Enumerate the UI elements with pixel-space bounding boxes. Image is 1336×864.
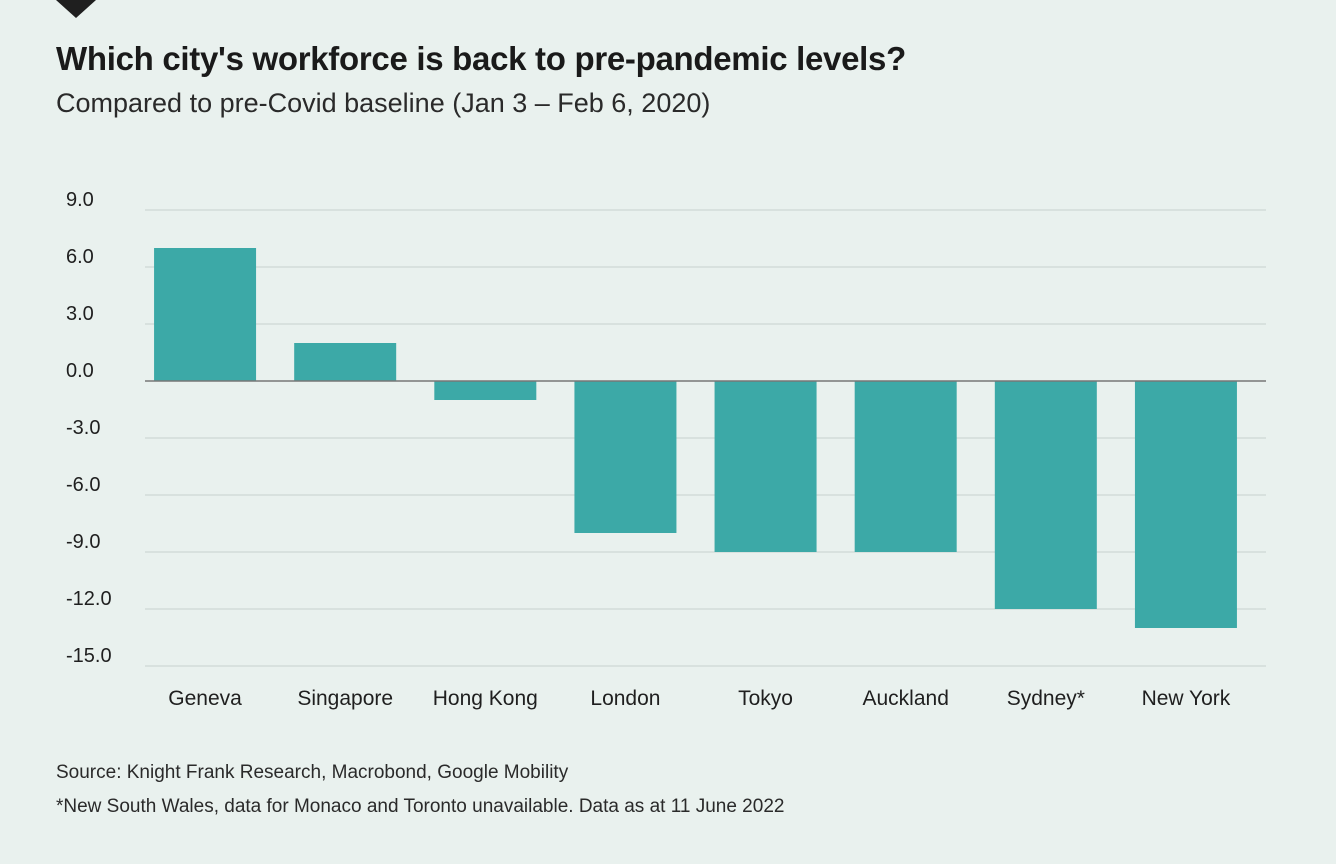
bar-tokyo bbox=[714, 381, 817, 552]
y-tick-label: -15.0 bbox=[66, 645, 112, 667]
bar-sydney bbox=[994, 381, 1097, 609]
bar-hong-kong bbox=[434, 381, 537, 400]
bar-geneva bbox=[154, 248, 257, 381]
y-tick-label: 0.0 bbox=[66, 360, 94, 382]
bar-london bbox=[574, 381, 677, 533]
bar-singapore bbox=[294, 343, 397, 381]
chart-title: Which city's workforce is back to pre-pa… bbox=[56, 40, 906, 77]
x-category-label: Hong Kong bbox=[433, 687, 538, 710]
y-tick-label: -9.0 bbox=[66, 531, 100, 553]
y-tick-label: 3.0 bbox=[66, 303, 94, 325]
x-category-label: Tokyo bbox=[738, 687, 793, 710]
x-category-label: Sydney* bbox=[1007, 687, 1085, 710]
y-tick-label: -3.0 bbox=[66, 417, 100, 439]
y-tick-label: 6.0 bbox=[66, 246, 94, 268]
bar-new-york bbox=[1134, 381, 1237, 628]
y-tick-label: -6.0 bbox=[66, 474, 100, 496]
x-category-label: London bbox=[590, 687, 660, 710]
y-tick-label: 9.0 bbox=[66, 189, 94, 211]
footnote: *New South Wales, data for Monaco and To… bbox=[56, 796, 785, 817]
source-note: Source: Knight Frank Research, Macrobond… bbox=[56, 762, 569, 783]
x-category-label: Geneva bbox=[168, 687, 242, 710]
x-category-label: New York bbox=[1142, 687, 1231, 710]
corner-marker-icon bbox=[56, 0, 96, 18]
x-category-label: Auckland bbox=[862, 687, 948, 710]
y-tick-label: -12.0 bbox=[66, 588, 112, 610]
x-category-label: Singapore bbox=[297, 687, 393, 710]
chart-subtitle: Compared to pre-Covid baseline (Jan 3 – … bbox=[56, 88, 711, 118]
bar-auckland bbox=[854, 381, 957, 552]
bar-chart: 9.0 6.0 3.0 0.0 -3.0 -6.0 -9.0 -12.0 -15.0 Geneva… bbox=[66, 189, 1266, 710]
